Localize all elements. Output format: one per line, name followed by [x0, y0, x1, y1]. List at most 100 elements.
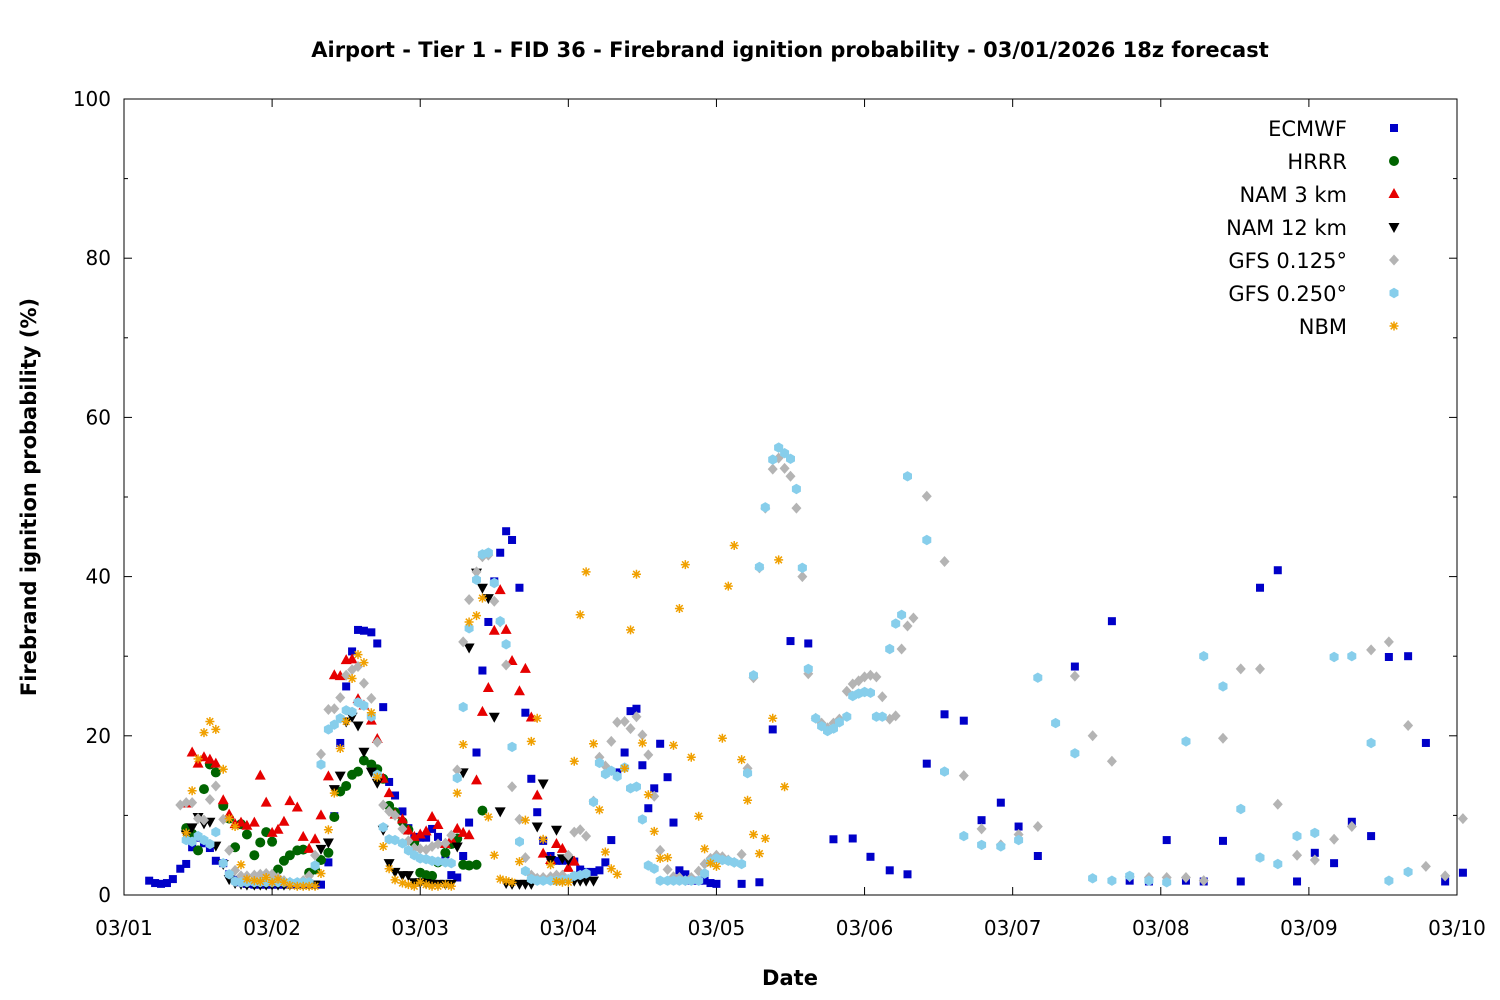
y-axis: 0 20 40 60 80 100	[73, 87, 1457, 907]
data-point	[210, 757, 222, 768]
series-gfs-0-125-	[175, 452, 1468, 889]
data-point	[397, 838, 407, 849]
data-point	[785, 470, 796, 482]
data-point	[1366, 644, 1377, 656]
x-tick-label: 03/04	[540, 916, 598, 940]
data-point	[1181, 736, 1191, 747]
data-point	[675, 866, 684, 875]
data-point	[656, 739, 665, 748]
data-point	[780, 782, 790, 792]
data-point	[157, 879, 166, 888]
data-point	[432, 838, 443, 850]
data-point	[902, 620, 913, 632]
data-point	[563, 877, 573, 887]
legend-label: NAM 3 km	[1239, 183, 1347, 207]
data-point	[335, 692, 346, 704]
data-point	[440, 880, 450, 890]
data-point	[224, 844, 235, 856]
data-point	[463, 643, 475, 654]
legend-marker	[1389, 321, 1399, 331]
data-point	[358, 677, 369, 689]
data-point	[866, 687, 875, 698]
data-point	[749, 670, 758, 681]
x-tick-label: 03/02	[243, 916, 301, 940]
data-point	[637, 814, 647, 825]
data-point	[791, 502, 802, 514]
data-point	[181, 828, 191, 838]
data-point	[310, 860, 320, 871]
data-point	[452, 788, 462, 798]
data-point	[1198, 875, 1209, 887]
data-point	[976, 823, 987, 835]
data-point	[285, 880, 295, 890]
data-point	[791, 483, 801, 495]
data-point	[612, 869, 622, 879]
data-point	[211, 826, 221, 838]
data-point	[885, 866, 894, 875]
legend-label: GFS 0.125°	[1228, 249, 1347, 273]
data-point	[1236, 803, 1246, 815]
data-point	[779, 462, 790, 474]
data-point	[415, 877, 425, 887]
data-point	[533, 808, 542, 817]
data-point	[834, 717, 844, 728]
x-tick-label: 03/09	[1280, 916, 1338, 940]
data-point	[513, 685, 525, 696]
data-point	[459, 851, 468, 860]
data-point	[649, 863, 659, 874]
data-point	[267, 836, 278, 847]
x-tick-label: 03/07	[984, 916, 1042, 940]
data-point	[625, 723, 636, 735]
data-point	[342, 682, 351, 691]
data-point	[996, 841, 1006, 852]
data-point	[674, 603, 684, 613]
data-point	[1033, 851, 1042, 860]
data-point	[531, 789, 543, 800]
data-point	[520, 865, 530, 877]
data-point	[284, 795, 296, 806]
data-point	[198, 814, 209, 826]
data-point	[316, 880, 325, 889]
data-point	[649, 826, 659, 836]
data-point	[1107, 875, 1117, 886]
data-point	[532, 713, 542, 723]
data-point	[632, 704, 641, 713]
data-point	[477, 805, 488, 816]
data-point	[433, 881, 443, 891]
data-point	[378, 822, 388, 833]
data-point	[309, 833, 321, 844]
data-point	[186, 746, 198, 757]
data-point	[768, 725, 777, 734]
data-point	[291, 801, 303, 812]
data-point	[476, 705, 488, 716]
data-point	[1329, 651, 1339, 663]
data-point	[1346, 821, 1357, 833]
data-point	[359, 700, 369, 711]
data-point	[1366, 737, 1376, 749]
data-point	[940, 710, 949, 719]
data-point	[885, 643, 895, 655]
data-point	[1330, 859, 1339, 868]
data-point	[279, 877, 289, 887]
data-point	[1256, 583, 1265, 592]
data-point	[471, 859, 482, 870]
data-point	[366, 692, 377, 704]
data-point	[151, 879, 160, 888]
data-point	[877, 691, 888, 703]
data-point	[397, 878, 407, 888]
data-point	[694, 875, 704, 886]
data-point	[358, 747, 370, 758]
data-point	[501, 639, 511, 650]
x-tick-label: 03/06	[836, 916, 894, 940]
data-point	[1309, 854, 1320, 866]
data-point	[1293, 877, 1302, 886]
data-point	[427, 870, 438, 881]
data-point	[797, 571, 808, 583]
data-point	[563, 849, 574, 861]
data-point	[488, 624, 500, 635]
legend-marker	[1389, 287, 1399, 299]
data-point	[378, 799, 389, 811]
data-point	[959, 830, 969, 842]
data-point	[996, 798, 1005, 807]
chart-title: Airport - Tier 1 - FID 36 - Firebrand ig…	[311, 38, 1268, 62]
